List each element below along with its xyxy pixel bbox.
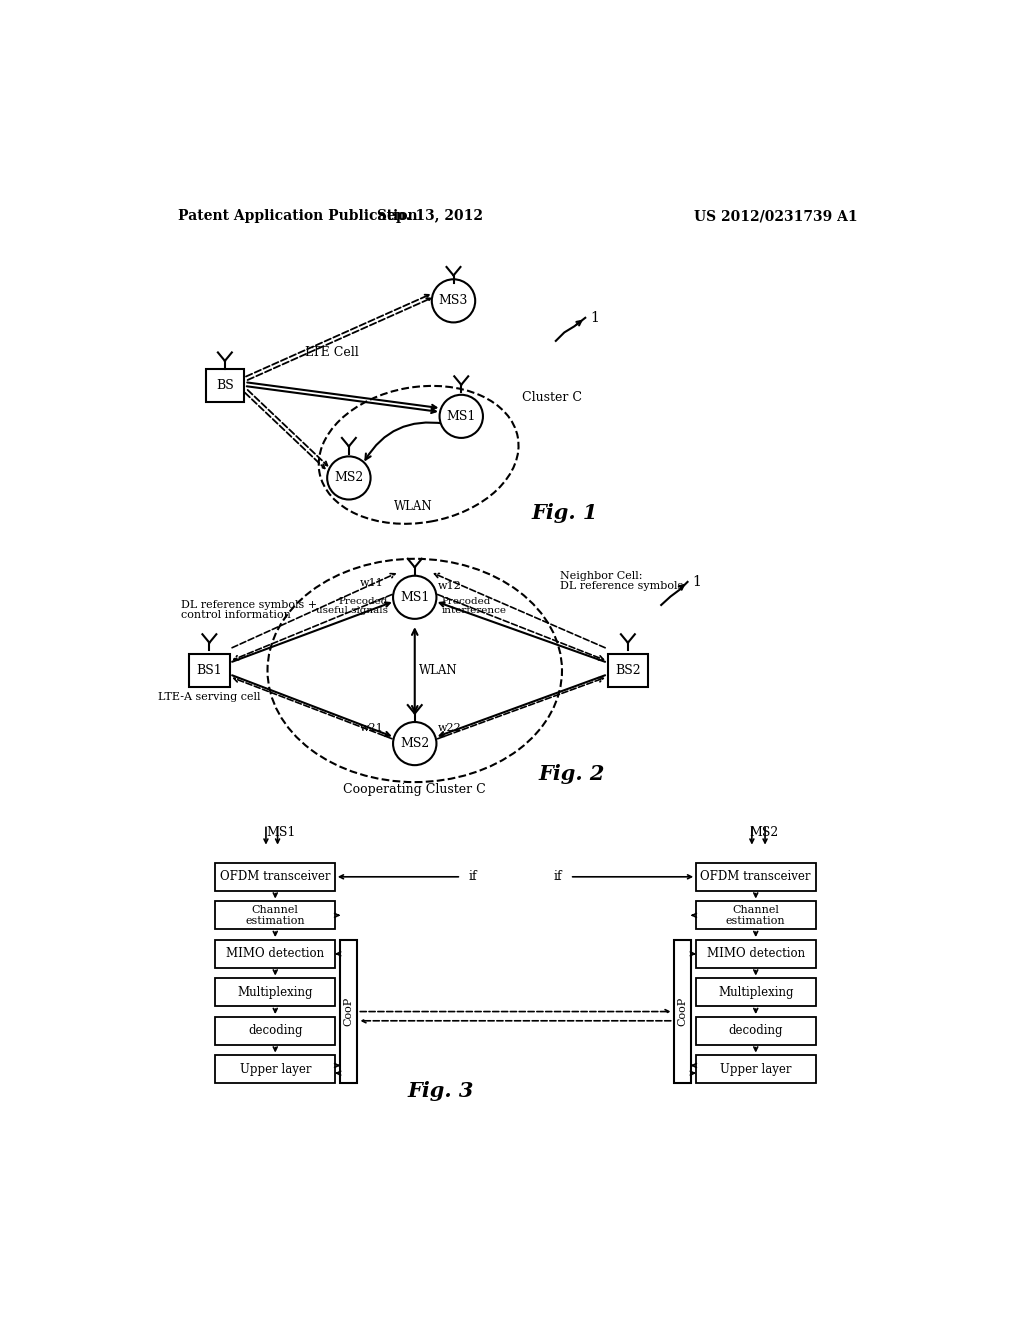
Text: Channel
estimation: Channel estimation xyxy=(246,904,305,927)
Text: MS2: MS2 xyxy=(334,471,364,484)
Text: DL reference symbols: DL reference symbols xyxy=(560,581,684,591)
Text: useful signals: useful signals xyxy=(315,606,388,615)
Bar xyxy=(695,902,816,929)
Bar xyxy=(607,655,648,686)
Text: Cluster C: Cluster C xyxy=(521,391,582,404)
Text: decoding: decoding xyxy=(728,1024,783,1038)
Text: 1: 1 xyxy=(590,310,599,325)
Text: Channel
estimation: Channel estimation xyxy=(726,904,785,927)
Text: MS2: MS2 xyxy=(400,737,429,750)
Text: Sep. 13, 2012: Sep. 13, 2012 xyxy=(377,209,483,223)
Bar xyxy=(215,1016,335,1044)
Text: DL reference symbols +: DL reference symbols + xyxy=(180,601,316,610)
Text: Upper layer: Upper layer xyxy=(240,1063,311,1076)
Text: WLAN: WLAN xyxy=(420,664,458,677)
Text: OFDM transceiver: OFDM transceiver xyxy=(220,870,331,883)
Text: MS2: MS2 xyxy=(749,825,778,838)
Text: Patent Application Publication: Patent Application Publication xyxy=(178,209,418,223)
Bar xyxy=(206,370,245,401)
Circle shape xyxy=(328,457,371,499)
Bar xyxy=(674,940,690,1084)
Bar xyxy=(695,1056,816,1084)
Bar xyxy=(215,902,335,929)
Text: control information: control information xyxy=(180,610,291,620)
Text: OFDM transceiver: OFDM transceiver xyxy=(700,870,811,883)
Text: Fig. 1: Fig. 1 xyxy=(531,503,597,523)
Bar xyxy=(695,940,816,968)
Text: CooP: CooP xyxy=(344,997,354,1026)
Text: BS1: BS1 xyxy=(197,664,222,677)
Text: US 2012/0231739 A1: US 2012/0231739 A1 xyxy=(693,209,857,223)
Text: w22: w22 xyxy=(437,723,462,733)
Text: Fig. 3: Fig. 3 xyxy=(407,1081,473,1101)
Text: BS2: BS2 xyxy=(615,664,641,677)
Text: if: if xyxy=(469,870,477,883)
Circle shape xyxy=(439,395,483,438)
Circle shape xyxy=(393,722,436,766)
Circle shape xyxy=(432,280,475,322)
Text: LTE-A serving cell: LTE-A serving cell xyxy=(158,693,261,702)
Text: w11: w11 xyxy=(360,578,384,589)
Text: decoding: decoding xyxy=(248,1024,302,1038)
Text: MS1: MS1 xyxy=(400,591,429,603)
Text: w21: w21 xyxy=(360,723,384,733)
Text: MIMO detection: MIMO detection xyxy=(707,948,805,961)
Text: CooP: CooP xyxy=(677,997,687,1026)
Text: 1: 1 xyxy=(692,576,701,589)
Text: MIMO detection: MIMO detection xyxy=(226,948,325,961)
Text: MS3: MS3 xyxy=(439,294,468,308)
Bar xyxy=(215,978,335,1006)
Text: Precoded: Precoded xyxy=(442,597,492,606)
Text: MS1: MS1 xyxy=(446,409,476,422)
Text: Cooperating Cluster C: Cooperating Cluster C xyxy=(343,783,486,796)
Text: Precoded: Precoded xyxy=(338,597,388,606)
Bar xyxy=(215,863,335,891)
Text: if: if xyxy=(554,870,562,883)
Bar xyxy=(215,940,335,968)
Text: Upper layer: Upper layer xyxy=(720,1063,792,1076)
Text: MS1: MS1 xyxy=(267,825,296,838)
Circle shape xyxy=(393,576,436,619)
Text: Fig. 2: Fig. 2 xyxy=(539,764,605,784)
Bar xyxy=(189,655,229,686)
Bar xyxy=(695,863,816,891)
Bar xyxy=(215,1056,335,1084)
Bar xyxy=(340,940,357,1084)
Text: LTE Cell: LTE Cell xyxy=(305,346,358,359)
Bar xyxy=(695,1016,816,1044)
Text: Neighbor Cell:: Neighbor Cell: xyxy=(560,570,643,581)
Text: Multiplexing: Multiplexing xyxy=(238,986,313,999)
Text: w12: w12 xyxy=(437,581,462,591)
Text: WLAN: WLAN xyxy=(394,500,432,513)
Bar xyxy=(695,978,816,1006)
Text: BS: BS xyxy=(216,379,233,392)
Text: Multiplexing: Multiplexing xyxy=(718,986,794,999)
Text: interference: interference xyxy=(442,606,507,615)
